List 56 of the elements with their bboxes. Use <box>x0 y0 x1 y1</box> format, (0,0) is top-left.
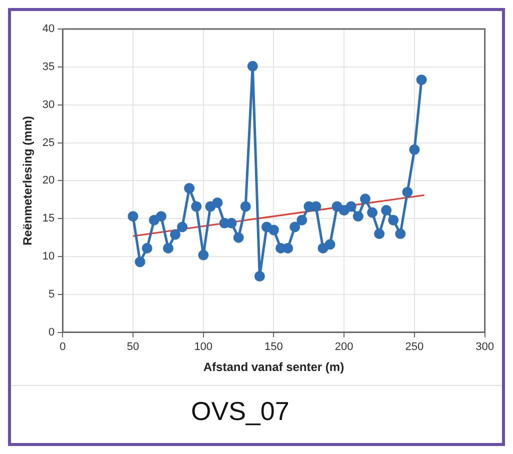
point <box>402 186 413 198</box>
point <box>191 201 202 212</box>
x-tick-label: 200 <box>334 341 354 354</box>
point <box>134 256 146 268</box>
y-tick-label: 40 <box>42 23 55 36</box>
point <box>148 214 160 226</box>
x-tick-label: 300 <box>476 341 494 354</box>
point <box>162 242 174 254</box>
point <box>310 201 322 212</box>
x-axis-title: Afstand vanaf senter (m) <box>203 360 344 374</box>
x-tick-label: 150 <box>264 341 283 354</box>
point <box>128 211 138 222</box>
point <box>247 60 258 72</box>
point <box>416 74 427 86</box>
point <box>142 242 152 254</box>
y-tick-label: 30 <box>42 98 55 111</box>
point <box>388 214 399 226</box>
text: OVS_07 <box>11 385 502 427</box>
point <box>282 242 294 254</box>
point <box>233 232 244 243</box>
x-tick-label: 0 <box>60 341 66 354</box>
x-tick-label: 100 <box>194 341 213 354</box>
point <box>318 242 328 254</box>
y-tick-label: 0 <box>48 326 55 338</box>
point <box>324 239 336 250</box>
point <box>296 214 308 226</box>
y-tick-label: 35 <box>42 60 55 73</box>
point <box>332 201 342 212</box>
point <box>290 222 300 232</box>
point <box>374 228 385 240</box>
point <box>198 250 209 260</box>
point <box>184 183 195 194</box>
point <box>156 211 166 222</box>
point <box>360 194 370 204</box>
point <box>212 197 223 208</box>
point <box>254 271 265 282</box>
y-axis-title: Reënmeterlesing (mm) <box>20 116 35 246</box>
x-tick-label: 50 <box>126 341 140 354</box>
point <box>409 144 420 155</box>
point <box>381 205 392 216</box>
point <box>170 229 180 240</box>
point <box>268 224 279 236</box>
x-tick-label: 250 <box>405 341 424 354</box>
point <box>346 201 356 212</box>
point <box>352 211 364 222</box>
point <box>240 201 251 212</box>
point <box>338 205 350 216</box>
point <box>366 207 378 218</box>
point <box>395 228 406 240</box>
y-tick-label: 15 <box>42 212 55 225</box>
y-tick-label: 5 <box>48 288 55 301</box>
y-tick-label: 10 <box>42 250 55 263</box>
y-tick-label: 20 <box>42 174 55 187</box>
y-tick-label: 25 <box>42 136 55 149</box>
point <box>205 201 216 212</box>
point <box>177 222 188 232</box>
